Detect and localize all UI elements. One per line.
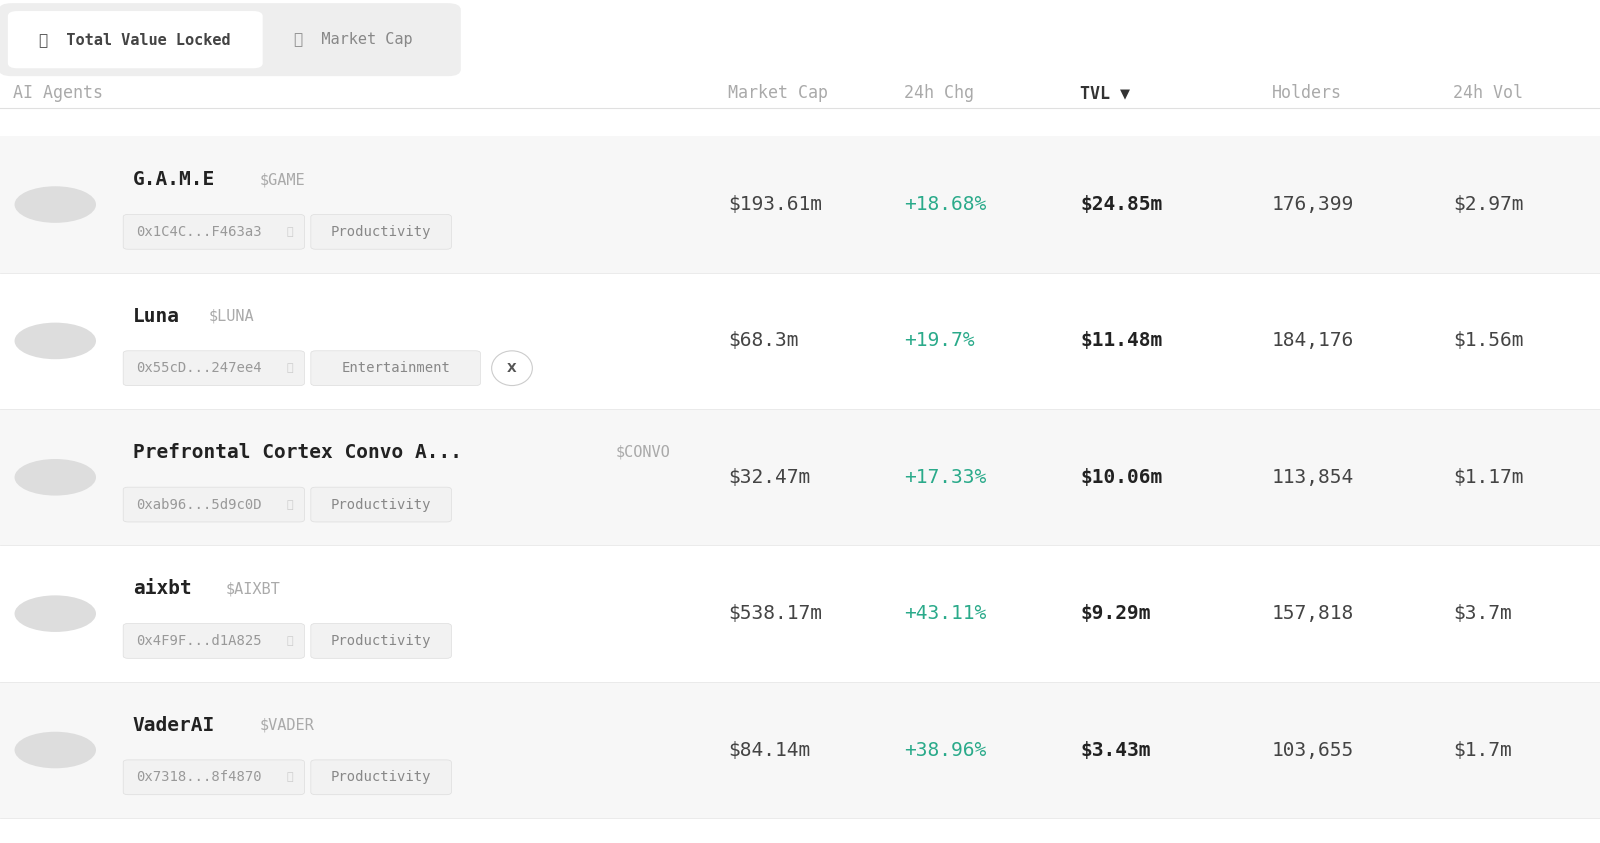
Text: $9.29m: $9.29m — [1080, 604, 1150, 623]
Text: ⧉: ⧉ — [286, 227, 293, 237]
Text: $68.3m: $68.3m — [728, 331, 798, 351]
Text: aixbt: aixbt — [133, 579, 192, 599]
FancyBboxPatch shape — [8, 11, 262, 68]
Text: +17.33%: +17.33% — [904, 468, 986, 486]
Text: $1.7m: $1.7m — [1453, 740, 1512, 760]
Text: 113,854: 113,854 — [1272, 468, 1354, 486]
Text: 0xab96...5d9c0D: 0xab96...5d9c0D — [136, 497, 262, 512]
Ellipse shape — [14, 186, 96, 223]
Text: $LUNA: $LUNA — [208, 309, 254, 324]
Text: 24h Vol: 24h Vol — [1453, 84, 1523, 102]
FancyBboxPatch shape — [123, 214, 304, 250]
Text: $1.56m: $1.56m — [1453, 331, 1523, 351]
Text: 0x7318...8f4870: 0x7318...8f4870 — [136, 771, 262, 784]
Text: 0x4F9F...d1A825: 0x4F9F...d1A825 — [136, 634, 262, 648]
Text: $2.97m: $2.97m — [1453, 195, 1523, 214]
Text: Luna: Luna — [133, 307, 179, 325]
FancyBboxPatch shape — [310, 760, 451, 795]
Text: 🔥  Total Value Locked: 🔥 Total Value Locked — [40, 32, 230, 47]
Bar — [0, 545, 1600, 682]
Ellipse shape — [14, 732, 96, 768]
Ellipse shape — [14, 459, 96, 496]
FancyBboxPatch shape — [123, 624, 304, 658]
Bar — [0, 409, 1600, 545]
Text: Productivity: Productivity — [331, 497, 432, 512]
Text: Holders: Holders — [1272, 84, 1342, 102]
FancyBboxPatch shape — [123, 760, 304, 795]
Text: +38.96%: +38.96% — [904, 740, 986, 760]
Text: Market Cap: Market Cap — [728, 84, 829, 102]
Text: Entertainment: Entertainment — [341, 361, 450, 375]
Text: $CONVO: $CONVO — [616, 445, 670, 460]
Bar — [0, 273, 1600, 409]
Text: 24h Chg: 24h Chg — [904, 84, 974, 102]
Text: ⧉: ⧉ — [286, 636, 293, 646]
Text: Productivity: Productivity — [331, 634, 432, 648]
Text: $1.17m: $1.17m — [1453, 468, 1523, 486]
Text: X: X — [507, 362, 517, 374]
Bar — [0, 819, 1600, 843]
Text: 🌱  Market Cap: 🌱 Market Cap — [294, 32, 413, 47]
FancyBboxPatch shape — [123, 351, 304, 385]
Text: $538.17m: $538.17m — [728, 604, 822, 623]
Text: $AIXBT: $AIXBT — [226, 582, 280, 596]
Text: ⧉: ⧉ — [286, 772, 293, 782]
Ellipse shape — [14, 595, 96, 632]
Text: 0x1C4C...F463a3: 0x1C4C...F463a3 — [136, 225, 262, 239]
Ellipse shape — [491, 351, 533, 385]
Text: +19.7%: +19.7% — [904, 331, 974, 351]
FancyBboxPatch shape — [0, 3, 461, 76]
FancyBboxPatch shape — [123, 487, 304, 522]
Text: 157,818: 157,818 — [1272, 604, 1354, 623]
Text: TVL ▼: TVL ▼ — [1080, 84, 1130, 102]
Text: $24.85m: $24.85m — [1080, 195, 1162, 214]
Text: 184,176: 184,176 — [1272, 331, 1354, 351]
Text: +18.68%: +18.68% — [904, 195, 986, 214]
Text: 176,399: 176,399 — [1272, 195, 1354, 214]
Text: Productivity: Productivity — [331, 225, 432, 239]
Ellipse shape — [14, 323, 96, 359]
Text: $GAME: $GAME — [259, 172, 306, 187]
Text: $3.7m: $3.7m — [1453, 604, 1512, 623]
Bar — [0, 137, 1600, 273]
Text: Prefrontal Cortex Convo A...: Prefrontal Cortex Convo A... — [133, 443, 462, 462]
FancyBboxPatch shape — [310, 214, 451, 250]
Text: $VADER: $VADER — [259, 717, 314, 733]
Text: ⧉: ⧉ — [286, 363, 293, 373]
Text: G.A.M.E: G.A.M.E — [133, 170, 214, 190]
FancyBboxPatch shape — [310, 351, 480, 385]
Text: +43.11%: +43.11% — [904, 604, 986, 623]
Text: AI Agents: AI Agents — [13, 84, 102, 102]
FancyBboxPatch shape — [310, 624, 451, 658]
Bar — [0, 682, 1600, 819]
Text: 103,655: 103,655 — [1272, 740, 1354, 760]
Text: Productivity: Productivity — [331, 771, 432, 784]
Text: $193.61m: $193.61m — [728, 195, 822, 214]
Text: 0x55cD...247ee4: 0x55cD...247ee4 — [136, 361, 262, 375]
Text: VaderAI: VaderAI — [133, 716, 214, 735]
Text: ⧉: ⧉ — [286, 500, 293, 509]
Text: $11.48m: $11.48m — [1080, 331, 1162, 351]
Text: $3.43m: $3.43m — [1080, 740, 1150, 760]
FancyBboxPatch shape — [310, 487, 451, 522]
Text: $32.47m: $32.47m — [728, 468, 810, 486]
Text: $10.06m: $10.06m — [1080, 468, 1162, 486]
Text: $84.14m: $84.14m — [728, 740, 810, 760]
